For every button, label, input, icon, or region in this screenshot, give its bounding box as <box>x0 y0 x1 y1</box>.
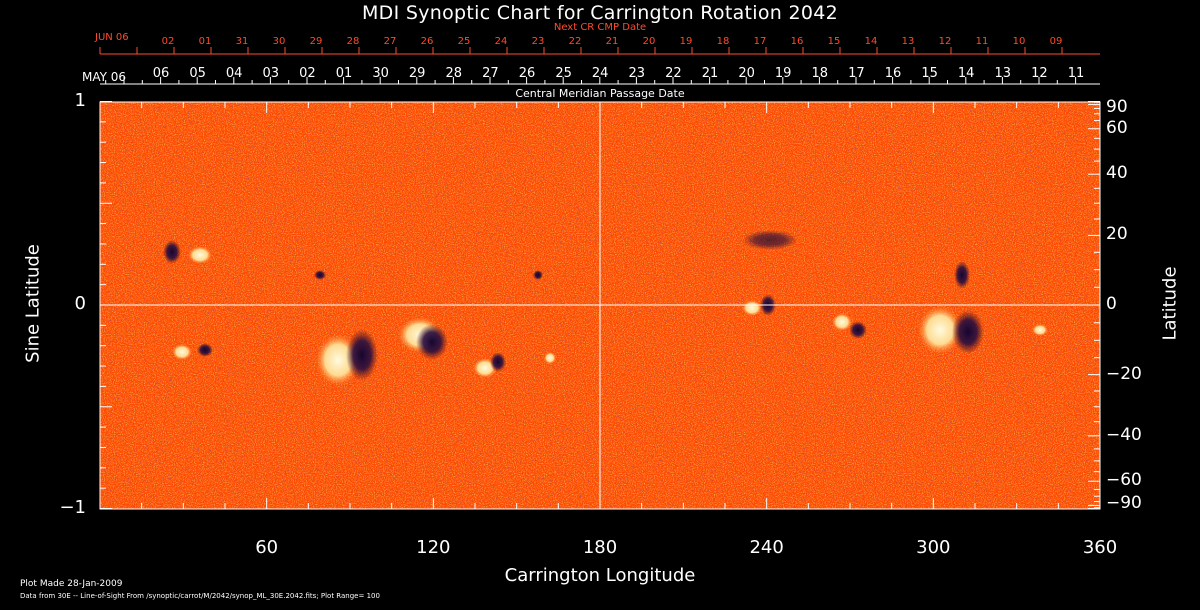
next-cr-date-label: 02 <box>161 36 175 47</box>
cmp-date-label: 19 <box>774 66 792 81</box>
cmp-month: MAY 06 <box>82 70 127 84</box>
next-cr-date-label: 12 <box>938 36 952 47</box>
y-left-tick-label: 1 <box>74 89 86 111</box>
active-region-1 <box>163 240 212 264</box>
x-tick-label: 240 <box>749 537 784 558</box>
next-cr-date-label: 28 <box>346 36 360 47</box>
active-region-2 <box>398 317 448 360</box>
y-right-tick-label: −20 <box>1106 363 1142 384</box>
x-axis-title: Carrington Longitude <box>504 565 696 586</box>
cmp-date-label: 16 <box>884 66 902 81</box>
next-cr-date-label: 21 <box>605 36 619 47</box>
cmp-date-label: 23 <box>628 66 646 81</box>
cmp-date-label: 01 <box>335 66 353 81</box>
plot-made-note: Plot Made 28-Jan-2009 <box>20 579 123 589</box>
active-region-7 <box>832 313 867 339</box>
chart-title: MDI Synoptic Chart for Carrington Rotati… <box>361 2 839 24</box>
y-right-tick-label: −60 <box>1106 470 1142 491</box>
x-tick-label: 300 <box>916 537 951 558</box>
active-region-10 <box>314 270 556 364</box>
next-cr-date-label: 31 <box>235 36 249 47</box>
cmp-date-label: 25 <box>555 66 572 81</box>
cmp-date-label: 04 <box>225 66 243 81</box>
cmp-date-label: 11 <box>1067 66 1085 81</box>
y-right-ticks <box>1088 101 1100 509</box>
y-right-tick-label: 20 <box>1106 224 1128 245</box>
active-region-3 <box>316 329 378 386</box>
next-cr-date-label: 27 <box>383 36 397 47</box>
y-right-tick-label: −90 <box>1106 492 1142 513</box>
active-region-9 <box>742 230 1048 336</box>
next-cr-ticks <box>99 47 1063 54</box>
y-right-tick-label: 60 <box>1106 117 1128 138</box>
next-cr-date-label: 25 <box>457 36 471 47</box>
next-cr-date-label: 17 <box>753 36 767 47</box>
cmp-date-label: 03 <box>262 66 280 81</box>
y-right-tick-label: −40 <box>1106 424 1142 445</box>
y-left-ticks <box>100 101 112 509</box>
next-cr-date-label: 30 <box>272 36 286 47</box>
active-region-5 <box>172 343 213 360</box>
next-cr-date-label: 09 <box>1049 36 1063 47</box>
data-source-note: Data from 30E -- Line-of-Sight From /syn… <box>20 592 380 600</box>
next-cr-axis-label: Next CR CMP Date <box>553 22 647 33</box>
y-left-tick-label: 0 <box>74 293 86 314</box>
cmp-date-label: 24 <box>591 66 609 81</box>
cmp-date-label: 27 <box>482 66 499 81</box>
cmp-axis-label: Central Meridian Passage Date <box>515 87 685 100</box>
active-region-4 <box>473 352 506 378</box>
cmp-date-label: 22 <box>665 66 682 81</box>
cmp-date-label: 15 <box>921 66 938 81</box>
active-region-8 <box>918 261 984 354</box>
cmp-date-label: 05 <box>189 66 206 81</box>
next-cr-date-label: 01 <box>198 36 212 47</box>
next-cr-date-label: 20 <box>642 36 656 47</box>
y-right-tick-label: 40 <box>1106 163 1128 184</box>
y-left-title: Sine Latitude <box>22 244 44 363</box>
x-tick-label: 360 <box>1082 537 1118 558</box>
x-tick-label: 60 <box>255 537 279 558</box>
cmp-date-label: 28 <box>445 66 463 81</box>
x-tick-label: 120 <box>416 537 451 558</box>
cmp-date-label: 02 <box>299 66 316 81</box>
cmp-date-label: 29 <box>408 66 426 81</box>
next-cr-date-label: 16 <box>790 36 804 47</box>
y-left-tick-label: −1 <box>59 496 86 518</box>
next-cr-date-label: 23 <box>531 36 545 47</box>
cmp-date-label: 26 <box>518 66 536 81</box>
cmp-date-label: 30 <box>372 66 389 81</box>
next-cr-date-label: 19 <box>679 36 693 47</box>
cmp-date-label: 06 <box>152 66 170 81</box>
cmp-date-label: 14 <box>957 66 975 81</box>
x-axis-ticks <box>99 102 1101 509</box>
next-cr-date-label: 22 <box>568 36 582 47</box>
cmp-date-label: 17 <box>848 66 865 81</box>
cmp-date-label: 13 <box>994 66 1012 81</box>
cmp-date-label: 18 <box>811 66 829 81</box>
x-tick-label: 180 <box>582 537 618 558</box>
next-cr-date-label: 11 <box>975 36 989 47</box>
next-cr-date-label: 24 <box>494 36 508 47</box>
next-cr-date-label: 29 <box>309 36 323 47</box>
next-cr-month: JUN 06 <box>95 32 129 43</box>
next-cr-date-label: 14 <box>864 36 878 47</box>
next-cr-date-label: 10 <box>1012 36 1026 47</box>
cmp-date-label: 21 <box>701 66 719 81</box>
next-cr-date-label: 13 <box>901 36 915 47</box>
cmp-ticks <box>105 77 1077 84</box>
y-right-title: Latitude <box>1159 266 1181 341</box>
cmp-date-label: 20 <box>738 66 755 81</box>
next-cr-date-label: 18 <box>716 36 730 47</box>
y-right-tick-label: 0 <box>1106 294 1117 314</box>
y-right-tick-label: 90 <box>1106 96 1128 117</box>
next-cr-date-label: 26 <box>420 36 434 47</box>
next-cr-date-label: 15 <box>827 36 841 47</box>
cmp-date-label: 12 <box>1031 66 1048 81</box>
